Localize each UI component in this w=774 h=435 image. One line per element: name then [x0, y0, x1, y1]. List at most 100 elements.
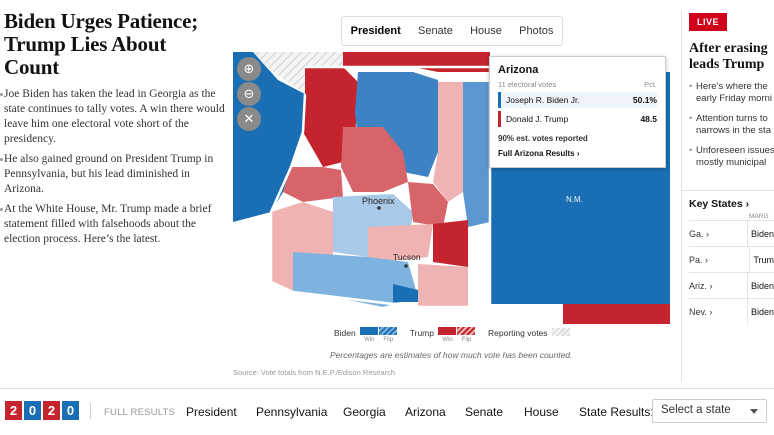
live-headline-line: After erasing [689, 41, 768, 56]
right-rail-divider [681, 10, 682, 382]
county-trump-mid[interactable] [408, 182, 448, 227]
close-map-button[interactable]: ✕ [237, 107, 261, 131]
phoenix-marker [377, 206, 381, 210]
nav-arizona[interactable]: Arizona [405, 405, 446, 419]
county-biden-lean[interactable] [293, 252, 418, 307]
county-trump-win[interactable] [433, 220, 468, 267]
candidate-pct: 48.5 [640, 114, 657, 124]
biden-win-swatch [359, 327, 378, 335]
county-trump-win[interactable] [563, 304, 670, 324]
key-state-margin: Biden [746, 273, 774, 298]
map-legend: Biden Win Flip Trump Win Flip Report [334, 327, 583, 343]
election-nav-bar: 2 0 2 0 FULL RESULTS President Pennsylva… [0, 388, 774, 435]
tooltip-electoral-votes: 11 electoral votes [498, 80, 557, 89]
legend-win: Win [364, 337, 375, 343]
live-bullet[interactable]: Here’s where the early Friday morni [689, 81, 774, 105]
state-select[interactable]: Select a state [652, 399, 767, 423]
key-state-name: Pa. › [689, 254, 709, 265]
year-digit: 2 [5, 401, 22, 420]
live-bullet[interactable]: Attention turns to narrows in the sta [689, 113, 774, 137]
key-state-name: Nev. › [689, 306, 713, 317]
tooltip-candidate-row: Donald J. Trump 48.5 [498, 111, 657, 127]
tooltip-subheader: 11 electoral votes Pct. [498, 80, 657, 89]
legend-reporting-label: Reporting votes [488, 328, 548, 338]
live-bullet-line: narrows in the sta [696, 125, 771, 136]
county-trump-light[interactable] [433, 82, 463, 202]
year-logo[interactable]: 2 0 2 0 [5, 401, 81, 420]
live-bullet-line: Here’s where the [696, 81, 768, 92]
reporting-swatch [551, 328, 570, 336]
key-state-row[interactable]: Pa. › Trum [689, 246, 774, 272]
chevron-down-icon [750, 409, 758, 414]
legend-note: Percentages are estimates of how much vo… [330, 350, 573, 360]
tooltip-pct-header: Pct. [644, 80, 657, 89]
article-column: Biden Urges Patience; Trump Lies About C… [0, 9, 226, 252]
county-trump-light[interactable] [418, 264, 468, 307]
legend-trump-label: Trump [409, 328, 434, 338]
map-tabs: President Senate House Photos [341, 16, 563, 46]
tooltip-reported: 90% est. votes reported [498, 134, 588, 143]
zoom-out-icon: ⊖ [243, 86, 255, 102]
article-bullet: At the White House, Mr. Trump made a bri… [0, 202, 226, 247]
live-bullet[interactable]: Unforeseen issues mostly municipal [689, 145, 774, 169]
nav-president[interactable]: President [186, 405, 237, 419]
nav-pennsylvania[interactable]: Pennsylvania [256, 405, 328, 419]
live-headline[interactable]: After erasing leads Trump [689, 41, 774, 73]
close-icon: ✕ [243, 111, 255, 127]
nav-house[interactable]: House [524, 405, 559, 419]
arizona-outline [269, 65, 492, 309]
tab-photos[interactable]: Photos [519, 25, 554, 37]
full-results-label[interactable]: FULL RESULTS [104, 407, 176, 418]
tab-senate[interactable]: Senate [417, 25, 453, 37]
year-digit: 0 [62, 401, 79, 420]
key-state-name: Ga. › [689, 228, 710, 239]
nm-label: N.M. [566, 195, 583, 204]
key-state-margin: Biden [746, 299, 774, 324]
state-results-label: State Results: [579, 405, 654, 419]
tab-president[interactable]: President [350, 25, 401, 37]
key-state-row[interactable]: Ariz. › Biden [689, 272, 774, 298]
trump-win-swatch [438, 327, 456, 335]
county-trump-win[interactable] [343, 52, 490, 72]
legend-reporting: Reporting votes [488, 327, 571, 338]
legend-biden: Biden Win Flip [334, 327, 398, 343]
county-trump-mid[interactable] [341, 127, 408, 192]
live-bullet-line: Unforeseen issues [696, 145, 774, 156]
tucson-label: Tucson [393, 252, 421, 262]
article-bullets: Joe Biden has taken the lead in Georgia … [0, 87, 226, 247]
county-trump-mid[interactable] [283, 167, 343, 202]
map-source: Source: Vote totals from N.E.P./Edison R… [233, 368, 396, 377]
full-results-link[interactable]: Full Arizona Results › [498, 149, 580, 158]
candidate-name: Donald J. Trump [506, 114, 569, 124]
key-state-row[interactable]: Nev. › Biden [689, 298, 774, 324]
biden-flip-swatch [378, 327, 397, 335]
article-bullet: He also gained ground on President Trump… [0, 152, 226, 197]
county-biden-lean[interactable] [463, 82, 490, 227]
county-biden-win[interactable] [233, 217, 271, 324]
nav-georgia[interactable]: Georgia [343, 405, 386, 419]
trump-flip-swatch [457, 327, 475, 335]
tooltip-candidate-row: Joseph R. Biden Jr. 50.1% [498, 92, 657, 108]
live-bullet-line: Attention turns to [696, 113, 768, 124]
live-badge: LIVE [689, 13, 728, 31]
candidate-pct: 50.1% [632, 95, 657, 105]
county-biden-lean[interactable] [355, 72, 438, 177]
zoom-out-button[interactable]: ⊖ [237, 82, 261, 106]
county-biden-win[interactable] [393, 284, 418, 302]
candidate-name: Joseph R. Biden Jr. [506, 95, 580, 105]
zoom-in-button[interactable]: ⊕ [237, 57, 261, 81]
key-state-row[interactable]: Ga. › Biden [689, 220, 774, 246]
tab-house[interactable]: House [470, 25, 502, 37]
key-state-name: Ariz. › [689, 280, 713, 291]
article-headline[interactable]: Biden Urges Patience; Trump Lies About C… [4, 9, 199, 79]
legend-trump: Trump Win Flip [410, 327, 476, 343]
county-trump-light[interactable] [368, 224, 433, 262]
year-digit: 0 [24, 401, 41, 420]
state-select-placeholder: Select a state [661, 404, 731, 416]
legend-biden-label: Biden [334, 328, 356, 338]
key-states-margin-header: MARG [749, 213, 769, 220]
nav-senate[interactable]: Senate [465, 405, 504, 419]
key-states-title[interactable]: Key States › [689, 198, 750, 210]
zoom-in-icon: ⊕ [243, 61, 255, 77]
tucson-marker [404, 264, 408, 268]
